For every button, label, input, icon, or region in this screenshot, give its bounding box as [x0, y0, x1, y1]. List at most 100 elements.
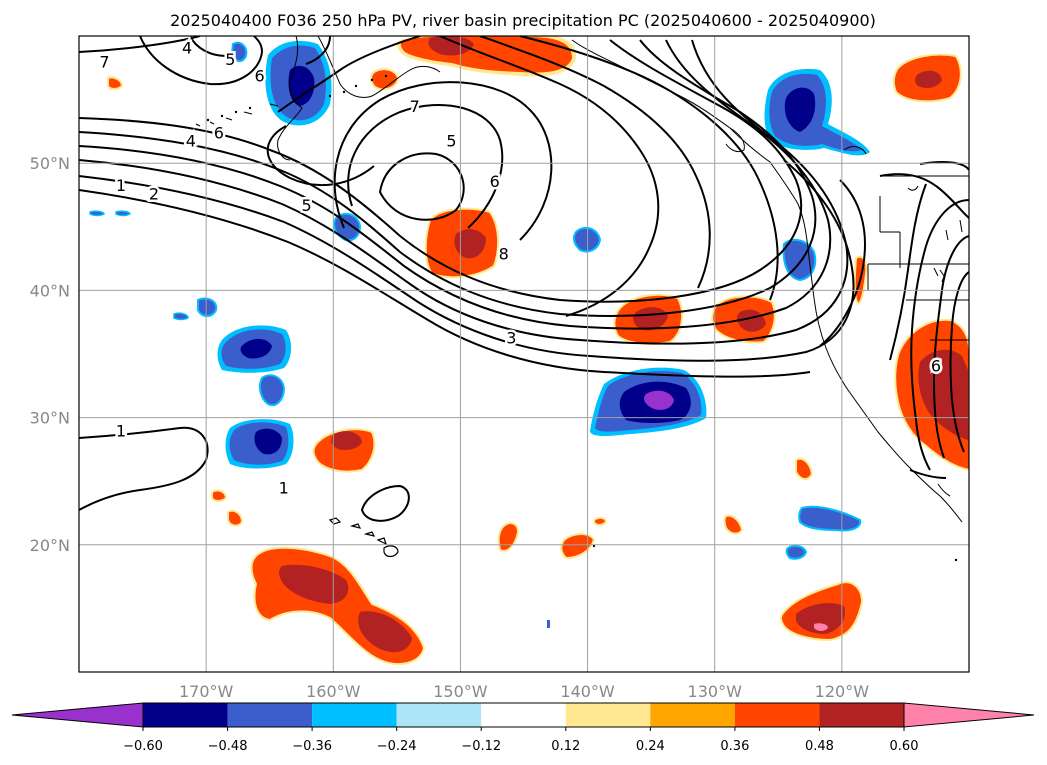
latitude-tick-label: 40°N	[30, 281, 70, 300]
contour-label-halo: 6	[214, 124, 224, 143]
latitude-tick-label: 30°N	[30, 409, 70, 428]
colorbar-segment	[481, 703, 566, 727]
longitude-tick-label: 150°W	[433, 682, 488, 701]
map-border	[78, 35, 970, 673]
contour-label: 2	[149, 185, 159, 204]
positive-anomaly-east-1	[613, 293, 684, 345]
colorbar-segment	[396, 703, 482, 727]
hawaiian-islands	[328, 517, 399, 558]
contour-label: 7	[410, 97, 420, 116]
positive-anomaly-northeast	[892, 53, 962, 103]
contour-label: 6	[490, 172, 500, 191]
longitude-tick-labels: 170°W 160°W 150°W 140°W 130°W 120°W	[179, 682, 869, 701]
contour-label: 1	[279, 479, 289, 498]
colorbar-frame	[142, 702, 905, 728]
positive-anomaly-small-1	[370, 68, 400, 91]
contour-label: 6	[214, 124, 224, 143]
latitude-tick-label: 20°N	[30, 536, 70, 555]
contour-label-halo: 5	[301, 196, 311, 215]
contour-label-halo: 1	[116, 421, 126, 440]
colorbar-tick-label: 0.12	[551, 739, 580, 754]
colorbar-tick-label: 0.36	[720, 739, 749, 754]
aleutian-islands	[206, 74, 958, 562]
latitude-tick-label: 50°N	[30, 154, 70, 173]
negative-anomaly-central-south	[225, 419, 294, 469]
longitude-tick-label: 160°W	[306, 682, 361, 701]
colorbar-tick-label: 0.60	[890, 739, 919, 754]
positive-anomaly-central-west	[312, 428, 376, 473]
colorbar-tick-label: −0.36	[292, 739, 332, 754]
colorbar-tick-label: −0.12	[461, 739, 501, 754]
contour-label: 8	[499, 245, 509, 264]
colorbar-tick-label: 0.24	[636, 739, 665, 754]
negative-anomaly-small-1	[230, 41, 248, 62]
negative-anomaly-small-8	[89, 210, 131, 217]
colorbar-segment	[143, 703, 228, 727]
negative-anomaly-central-east	[590, 367, 707, 436]
pv-contours	[79, 36, 969, 522]
negative-anomaly-gulf	[764, 68, 870, 156]
colorbar-tick-label: 0.48	[805, 739, 834, 754]
positive-anomaly-small-2	[107, 76, 124, 90]
contour-label: 5	[301, 196, 311, 215]
contour-label: 4	[186, 131, 196, 150]
negative-anomaly-small-5	[259, 374, 286, 406]
colorbar-tick-label: −0.48	[208, 739, 248, 754]
contour-label: 5	[225, 50, 235, 69]
contour-label-halo: 3	[506, 328, 516, 347]
positive-anomaly-small-4	[211, 489, 228, 502]
contour-label: 4	[182, 38, 192, 57]
colorbar-segment	[565, 703, 651, 727]
positive-anomaly-small-9	[723, 514, 744, 535]
negative-anomaly-small-7	[173, 312, 189, 321]
contour-label: 3	[506, 328, 516, 347]
contour-label-halo: 8	[499, 245, 509, 264]
contour-label: 1	[116, 176, 126, 195]
positive-anomaly-central	[424, 207, 500, 279]
contour-label-halo: 1	[116, 176, 126, 195]
positive-anomaly-small-5	[227, 509, 244, 527]
colorbar-max-extension	[903, 702, 1035, 728]
colorbar-segment	[227, 703, 313, 727]
contour-label-halo: 4	[182, 38, 192, 57]
colorbar-tick-label: −0.24	[377, 739, 417, 754]
positive-anomaly-small-10	[795, 457, 814, 480]
longitude-tick-label: 170°W	[179, 682, 234, 701]
positive-anomaly-south-west	[250, 546, 426, 665]
contour-label: 5	[446, 131, 456, 150]
colorbar-segment	[734, 703, 820, 727]
longitude-tick-label: 140°W	[560, 682, 615, 701]
negative-anomaly-central-north	[217, 325, 292, 373]
colorbar: −0.60 −0.48 −0.36 −0.24 −0.12 0.12 0.24 0.36 0.4…	[11, 702, 1035, 754]
contour-label-halo: 5	[225, 50, 235, 69]
colorbar-tick-label: −0.60	[123, 739, 163, 754]
contour-label: 7	[99, 52, 109, 71]
colorbar-segment	[650, 703, 735, 727]
colorbar-min-extension	[11, 702, 144, 728]
contour-label-halo: 1	[279, 479, 289, 498]
contour-label-halo: 5	[446, 131, 456, 150]
contour-label: 6	[254, 66, 264, 85]
graticule	[79, 36, 969, 672]
positive-anomaly-small-6	[497, 522, 520, 552]
negative-anomaly-small-6	[197, 297, 218, 317]
contour-label-halo: 7	[410, 97, 420, 116]
negative-anomaly-small-10	[785, 544, 808, 560]
contour-label-halo: 6	[254, 66, 264, 85]
positive-anomaly-small-8	[593, 516, 608, 526]
contour-label-halo: 7	[99, 52, 109, 71]
negative-anomaly-small-11	[547, 620, 550, 628]
longitude-tick-label: 130°W	[688, 682, 743, 701]
contour-label-halo: 6	[931, 356, 941, 375]
negative-anomaly-kamchatka	[265, 40, 332, 126]
contour-label-halo: 2	[149, 185, 159, 204]
colorbar-segment	[312, 703, 397, 727]
contour-label: 6	[931, 356, 941, 375]
latitude-tick-labels: 50°N 40°N 30°N 20°N	[30, 154, 70, 555]
positive-anomaly-small-7	[560, 533, 596, 560]
figure-title: 2025040400 F036 250 hPa PV, river basin …	[170, 11, 876, 30]
longitude-tick-label: 120°W	[815, 682, 870, 701]
